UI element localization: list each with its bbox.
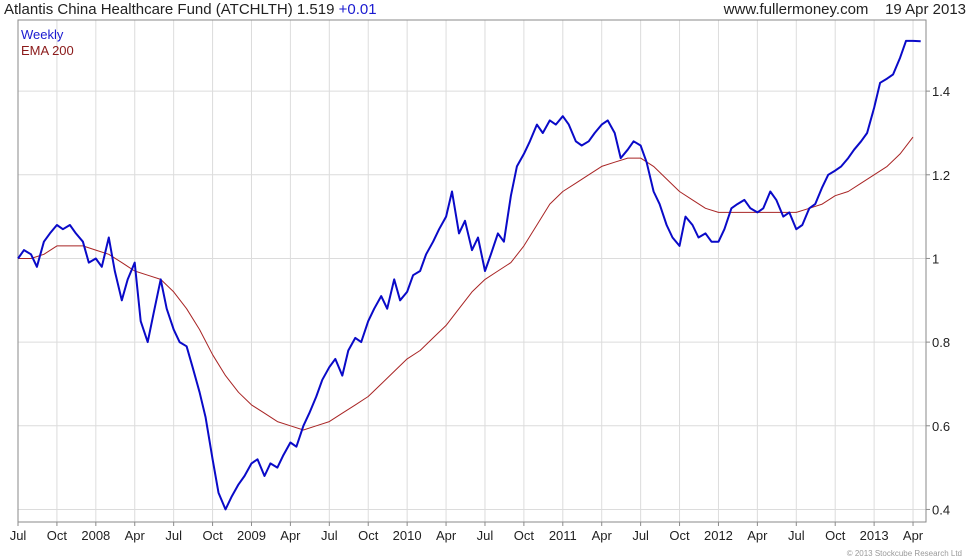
series-line-ema-200 [18,136,914,431]
y-tick-label: 0.4 [932,502,950,517]
x-tick-label: Jul [477,528,494,543]
x-tick-label: 2009 [237,528,266,543]
x-tick-label: 2013 [860,528,889,543]
x-tick-label: Jul [321,528,338,543]
x-tick-label: Apr [436,528,457,543]
y-tick-label: 0.8 [932,335,950,350]
legend-ema: EMA 200 [21,43,74,58]
x-tick-label: Oct [514,528,535,543]
last-price: 1.519 [296,1,335,18]
x-tick-label: Oct [825,528,846,543]
x-tick-label: Jul [632,528,649,543]
x-tick-label: Apr [747,528,768,543]
y-tick-label: 1.2 [932,168,950,183]
x-tick-label: 2012 [704,528,733,543]
chart-date: 19 Apr 2013 [885,1,966,18]
x-tick-label: Oct [669,528,690,543]
x-tick-label: Oct [202,528,223,543]
x-tick-label: Apr [280,528,301,543]
y-tick-label: 1.4 [932,84,950,99]
x-tick-label: 2008 [81,528,110,543]
fund-title: Atlantis China Healthcare Fund (ATCHLTH) [4,1,293,18]
x-tick-label: 2010 [393,528,422,543]
x-tick-label: 2011 [549,528,577,543]
x-tick-label: Oct [358,528,379,543]
chart-header-title: Atlantis China Healthcare Fund (ATCHLTH)… [4,1,377,18]
x-tick-label: Oct [47,528,68,543]
series-line-weekly [17,39,921,511]
source-link[interactable]: www.fullermoney.com [723,1,869,18]
x-tick-label: Apr [903,528,924,543]
x-tick-label: Apr [125,528,146,543]
legend-weekly: Weekly [21,27,64,42]
y-tick-label: 0.6 [932,419,950,434]
x-tick-label: Jul [788,528,805,543]
x-tick-label: Jul [165,528,182,543]
price-change: +0.01 [338,1,377,18]
x-tick-label: Jul [10,528,27,543]
plot-frame [17,19,927,523]
copyright-notice: © 2013 Stockcube Research Ltd [846,549,962,558]
y-tick-label: 1 [932,251,939,266]
chart-header-source: www.fullermoney.com 19 Apr 2013 [724,1,966,18]
x-tick-label: Apr [592,528,613,543]
